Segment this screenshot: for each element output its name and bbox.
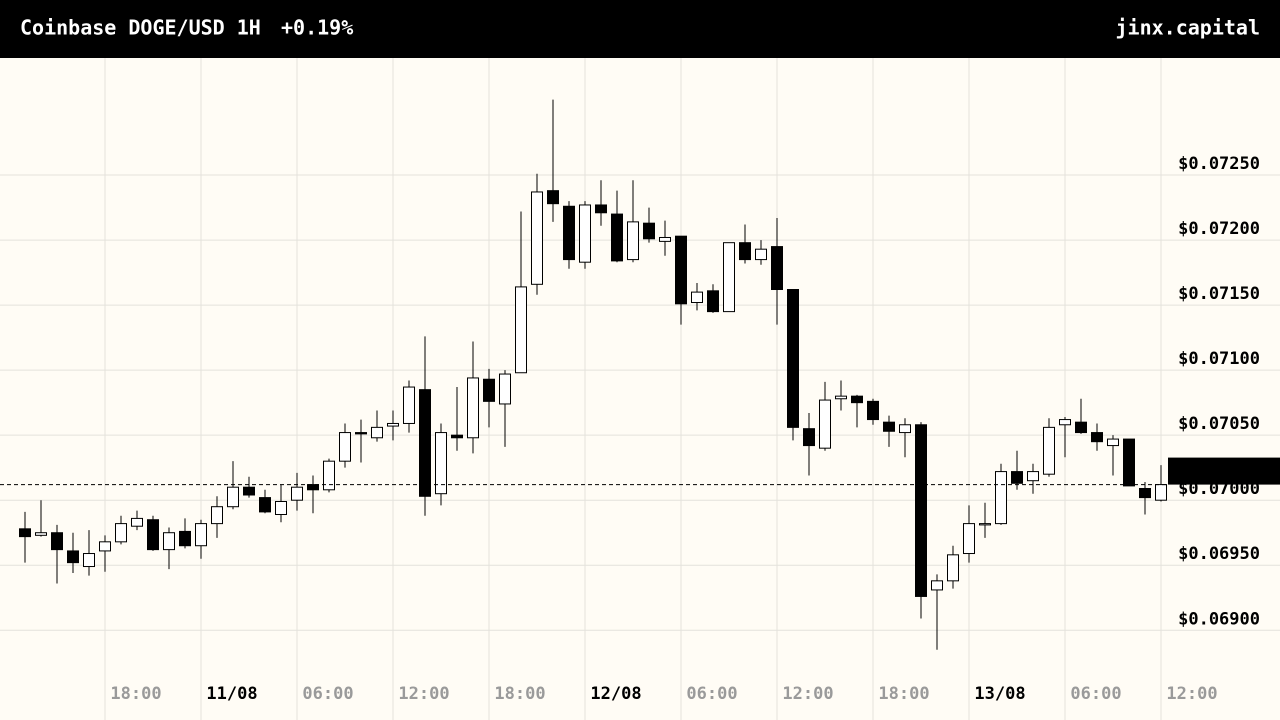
candle-body bbox=[659, 236, 671, 242]
candle-body bbox=[99, 541, 111, 552]
last-price-label: $0.07012 bbox=[1178, 462, 1260, 482]
x-tick-label: 12:00 bbox=[782, 684, 833, 704]
candle-body bbox=[899, 424, 911, 434]
header-bar bbox=[0, 0, 1280, 58]
candle-body bbox=[819, 399, 831, 449]
candle-body bbox=[339, 432, 351, 462]
candle-body bbox=[867, 400, 879, 421]
candle-body bbox=[995, 471, 1007, 525]
candle-body bbox=[611, 213, 623, 262]
candle-body bbox=[467, 377, 479, 439]
candle-body bbox=[179, 530, 191, 547]
candle-body bbox=[451, 434, 463, 439]
candle-body bbox=[195, 523, 207, 547]
y-tick-label: $0.07150 bbox=[1178, 284, 1260, 304]
candle-body bbox=[67, 550, 79, 564]
candle-body bbox=[723, 242, 735, 313]
x-tick-label: 12:00 bbox=[398, 684, 449, 704]
candle-body bbox=[211, 506, 223, 525]
x-tick-label: 18:00 bbox=[494, 684, 545, 704]
y-tick-label: $0.07250 bbox=[1178, 154, 1260, 174]
candle-body bbox=[803, 428, 815, 447]
candle-body bbox=[1027, 471, 1039, 482]
candle-body bbox=[419, 389, 431, 497]
candle-body bbox=[1091, 432, 1103, 443]
candle-body bbox=[51, 532, 63, 551]
price-change: +0.19% bbox=[281, 16, 353, 40]
candle-body bbox=[563, 205, 575, 261]
candle-body bbox=[275, 501, 287, 516]
y-tick-label: $0.06950 bbox=[1178, 544, 1260, 564]
y-tick-label: $0.07200 bbox=[1178, 219, 1260, 239]
candle-body bbox=[147, 519, 159, 551]
candle-body bbox=[1107, 438, 1119, 447]
candle-body bbox=[1075, 421, 1087, 434]
candle-body bbox=[947, 554, 959, 582]
candle-body bbox=[387, 422, 399, 427]
chart-title: Coinbase DOGE/USD 1H bbox=[20, 16, 261, 40]
candle-body bbox=[883, 421, 895, 432]
y-tick-label: $0.07100 bbox=[1178, 349, 1260, 369]
candle-body bbox=[291, 486, 303, 501]
candle-body bbox=[371, 426, 383, 439]
candle-body bbox=[771, 246, 783, 291]
candle-body bbox=[355, 432, 367, 435]
candle-body bbox=[403, 386, 415, 424]
x-tick-label: 11/08 bbox=[206, 684, 257, 704]
x-tick-label: 18:00 bbox=[110, 684, 161, 704]
candle-body bbox=[1139, 487, 1151, 499]
x-tick-label: 06:00 bbox=[1070, 684, 1121, 704]
candle-body bbox=[531, 191, 543, 285]
candle-body bbox=[115, 523, 127, 543]
candle-body bbox=[35, 532, 47, 536]
x-tick-label: 18:00 bbox=[878, 684, 929, 704]
candle-body bbox=[1043, 426, 1055, 475]
candle-body bbox=[643, 222, 655, 240]
candle-body bbox=[499, 373, 511, 405]
candle-body bbox=[1059, 419, 1071, 426]
candle-body bbox=[835, 395, 847, 400]
candle-body bbox=[1123, 438, 1135, 487]
candle-body bbox=[323, 460, 335, 491]
candle-body bbox=[755, 248, 767, 261]
x-tick-label: 13/08 bbox=[974, 684, 1025, 704]
candle-body bbox=[691, 291, 703, 304]
candle-body bbox=[739, 242, 751, 261]
candle-body bbox=[675, 235, 687, 305]
candle-body bbox=[243, 486, 255, 496]
candle-body bbox=[483, 378, 495, 402]
candle-body bbox=[307, 484, 319, 491]
candle-body bbox=[259, 497, 271, 513]
x-tick-label: 12/08 bbox=[590, 684, 641, 704]
candle-body bbox=[915, 424, 927, 597]
candle-body bbox=[595, 204, 607, 214]
candle-body bbox=[547, 190, 559, 205]
candle-body bbox=[963, 523, 975, 555]
candle-body bbox=[131, 517, 143, 527]
candle-body bbox=[851, 395, 863, 404]
x-tick-label: 06:00 bbox=[302, 684, 353, 704]
x-tick-label: 06:00 bbox=[686, 684, 737, 704]
y-tick-label: $0.06900 bbox=[1178, 609, 1260, 629]
plot-background bbox=[0, 58, 1280, 720]
candle-body bbox=[707, 290, 719, 313]
candle-body bbox=[627, 221, 639, 261]
candle-body bbox=[227, 486, 239, 508]
last-price-tag bbox=[1168, 457, 1280, 485]
candle-body bbox=[579, 204, 591, 263]
candle-body bbox=[931, 580, 943, 591]
brand: jinx.capital bbox=[1116, 16, 1261, 40]
candle-body bbox=[979, 523, 991, 526]
candle-body bbox=[1155, 484, 1167, 501]
x-tick-label: 12:00 bbox=[1166, 684, 1217, 704]
y-tick-label: $0.07050 bbox=[1178, 414, 1260, 434]
candle-body bbox=[163, 532, 175, 551]
candle-body bbox=[435, 432, 447, 495]
candle-body bbox=[1011, 471, 1023, 484]
candle-body bbox=[515, 286, 527, 374]
candle-body bbox=[787, 289, 799, 428]
candle-body bbox=[83, 553, 95, 568]
candle-body bbox=[19, 528, 31, 538]
